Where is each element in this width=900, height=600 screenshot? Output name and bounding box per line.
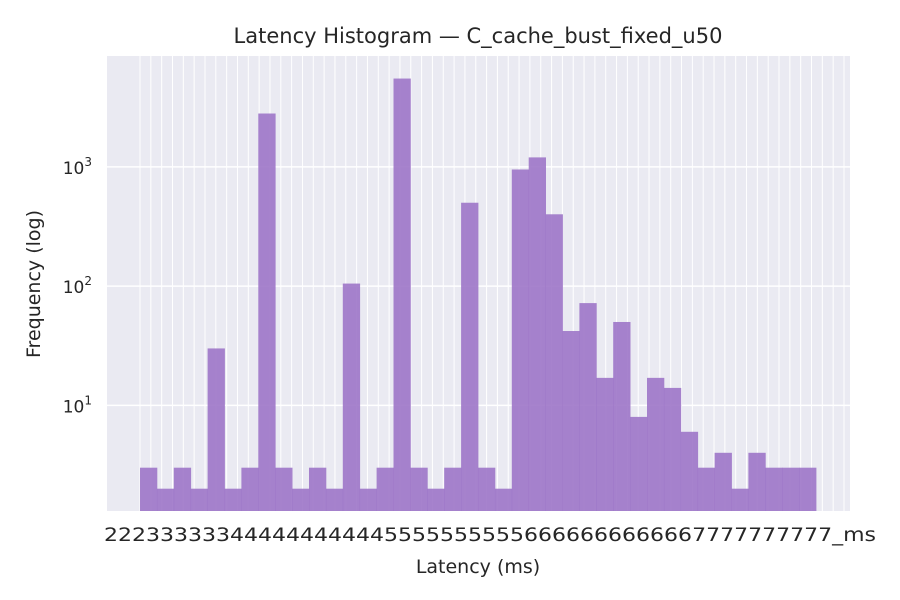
histogram-bar xyxy=(494,488,513,511)
histogram-bar xyxy=(173,467,192,511)
bars xyxy=(140,78,817,512)
histogram-bar xyxy=(325,488,344,511)
histogram-bar xyxy=(697,467,715,511)
histogram-bar xyxy=(275,467,293,511)
histogram-bar xyxy=(444,467,462,511)
histogram-bar xyxy=(663,387,682,511)
histogram-bar xyxy=(765,467,783,511)
histogram-bar xyxy=(292,488,310,511)
histogram-bar xyxy=(461,202,479,512)
histogram-bar xyxy=(613,321,631,511)
histogram-bar xyxy=(680,431,699,511)
y-axis-label: Frequency (log) xyxy=(23,210,45,358)
histogram-bar xyxy=(207,348,225,511)
y-tick-label: 101 xyxy=(63,393,92,417)
histogram-bar xyxy=(545,214,563,512)
histogram-bar xyxy=(309,467,327,511)
histogram-bar xyxy=(190,488,208,511)
x-tick-labels: 2223333334444444444455555555556666666666… xyxy=(104,524,876,546)
y-tick-label: 102 xyxy=(63,274,92,298)
histogram-bar xyxy=(410,467,428,511)
histogram-bar xyxy=(596,377,614,511)
histogram-bar xyxy=(579,303,597,511)
histogram-bar xyxy=(714,452,732,511)
histogram-bar xyxy=(258,113,276,511)
histogram-bar xyxy=(562,331,580,511)
histogram-bar xyxy=(511,169,530,512)
histogram-bar xyxy=(630,416,648,511)
histogram-bar xyxy=(140,467,158,511)
x-axis-label: Latency (ms) xyxy=(416,556,540,578)
histogram-bar xyxy=(393,78,411,512)
histogram-bar xyxy=(478,467,496,511)
histogram-bar xyxy=(731,488,749,511)
histogram-bar xyxy=(647,377,665,511)
histogram-bar xyxy=(156,488,175,511)
histogram-bar xyxy=(799,467,817,511)
chart-title: Latency Histogram — C_cache_bust_fixed_u… xyxy=(234,24,723,49)
histogram-bar xyxy=(241,467,259,511)
plot-area xyxy=(107,56,850,511)
y-tick-label: 103 xyxy=(63,155,92,179)
histogram-bar xyxy=(359,488,377,511)
histogram-bar xyxy=(376,467,394,511)
histogram-bar xyxy=(782,467,800,511)
histogram-bar xyxy=(528,157,546,511)
y-ticks: 101 102 103 xyxy=(63,155,92,418)
histogram-bar xyxy=(342,283,361,511)
histogram-bar xyxy=(224,488,242,511)
histogram-bar xyxy=(427,488,445,511)
histogram-bar xyxy=(748,452,766,511)
